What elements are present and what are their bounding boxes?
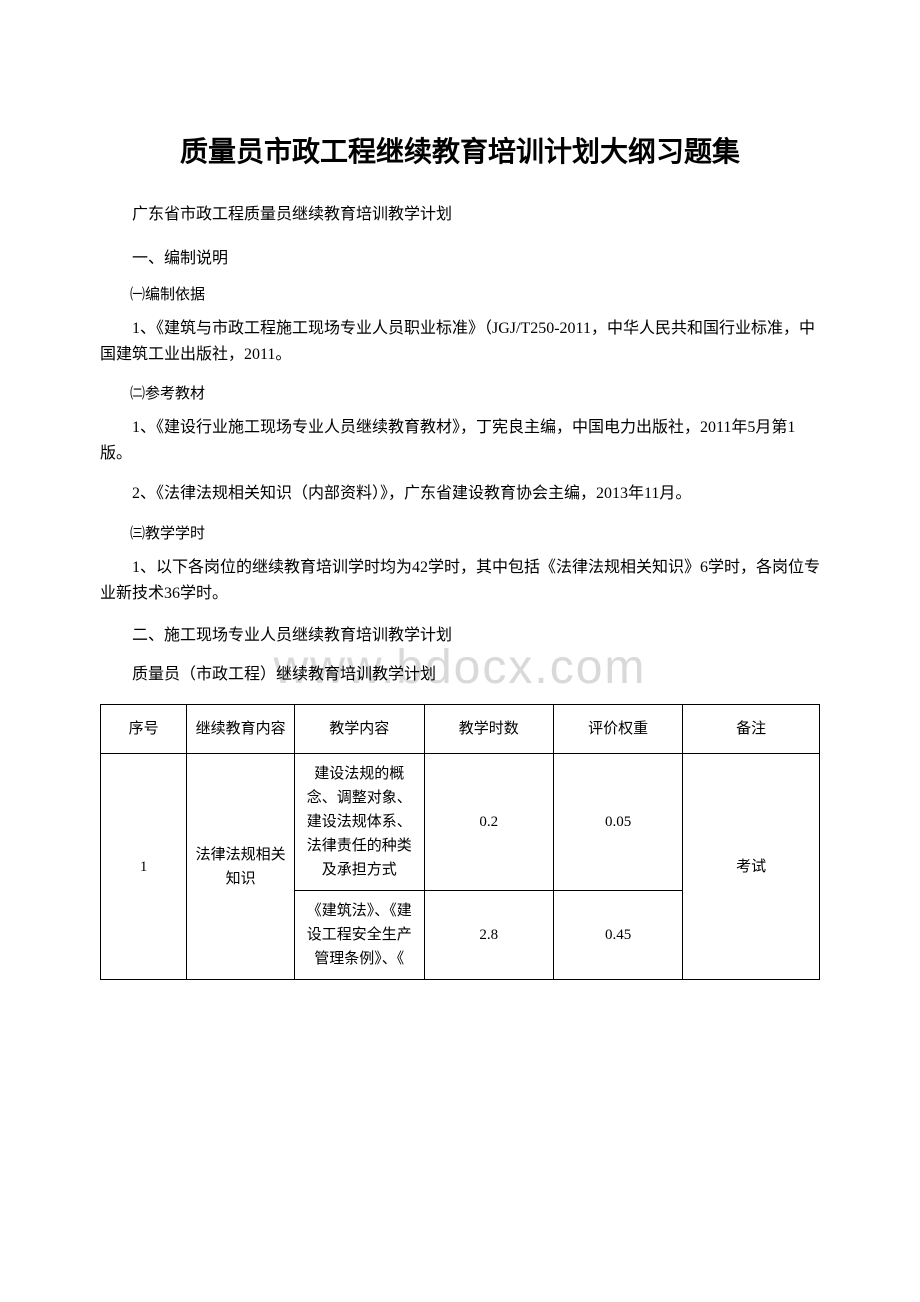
table-header-category: 继续教育内容 <box>187 705 295 754</box>
paragraph-1-2-1: 1、《建设行业施工现场专业人员继续教育教材》，丁宪良主编，中国电力出版社，201… <box>100 415 820 466</box>
section-2-subtitle: 质量员（市政工程）继续教育培训教学计划 <box>100 660 820 684</box>
table-header-seq: 序号 <box>101 705 187 754</box>
table-row: 1 法律法规相关知识 建设法规的概念、调整对象、建设法规体系、法律责任的种类及承… <box>101 754 820 891</box>
document-content: 质量员市政工程继续教育培训计划大纲习题集 广东省市政工程质量员继续教育培训教学计… <box>100 130 820 980</box>
table-cell-hours: 0.2 <box>424 754 553 891</box>
table-cell-weight: 0.45 <box>553 891 682 980</box>
table-cell-weight: 0.05 <box>553 754 682 891</box>
table-cell-content: 建设法规的概念、调整对象、建设法规体系、法律责任的种类及承担方式 <box>295 754 424 891</box>
table-header-weight: 评价权重 <box>553 705 682 754</box>
section-1-header: 一、编制说明 <box>100 244 820 268</box>
training-plan-table: 序号 继续教育内容 教学内容 教学时数 评价权重 备注 1 法律法规相关知识 建… <box>100 704 820 980</box>
document-subtitle: 广东省市政工程质量员继续教育培训教学计划 <box>100 200 820 224</box>
table-cell-note: 考试 <box>683 754 820 980</box>
table-header-content: 教学内容 <box>295 705 424 754</box>
document-title: 质量员市政工程继续教育培训计划大纲习题集 <box>100 130 820 170</box>
table-header-hours: 教学时数 <box>424 705 553 754</box>
table-cell-content: 《建筑法》、《建设工程安全生产管理条例》、《 <box>295 891 424 980</box>
section-2-header: 二、施工现场专业人员继续教育培训教学计划 <box>100 621 820 645</box>
table-cell-hours: 2.8 <box>424 891 553 980</box>
paragraph-1-1-1: 1、《建筑与市政工程施工现场专业人员职业标准》（JGJ/T250-2011，中华… <box>100 316 820 367</box>
subsection-1-2-header: ㈡参考教材 <box>100 382 820 403</box>
table-header-note: 备注 <box>683 705 820 754</box>
table-cell-category: 法律法规相关知识 <box>187 754 295 980</box>
subsection-1-3-header: ㈢教学学时 <box>100 522 820 543</box>
paragraph-1-2-2: 2、《法律法规相关知识（内部资料）》，广东省建设教育协会主编，2013年11月。 <box>100 481 820 507</box>
paragraph-1-3-1: 1、以下各岗位的继续教育培训学时均为42学时，其中包括《法律法规相关知识》6学时… <box>100 555 820 606</box>
subsection-1-1-header: ㈠编制依据 <box>100 283 820 304</box>
table-header-row: 序号 继续教育内容 教学内容 教学时数 评价权重 备注 <box>101 705 820 754</box>
table-cell-seq: 1 <box>101 754 187 980</box>
